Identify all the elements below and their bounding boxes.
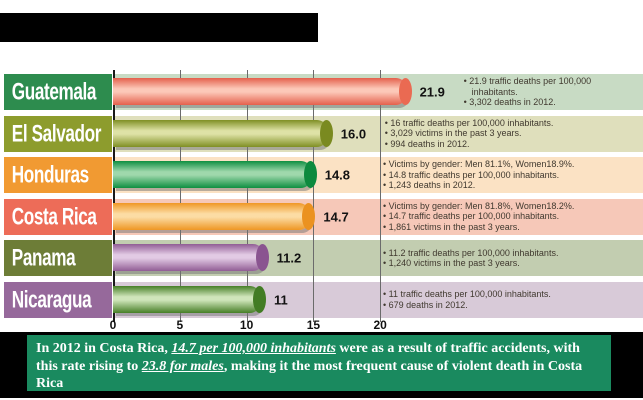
country-label-text: Nicaragua	[11, 285, 92, 313]
caption-highlight-males: 23.8 for males	[141, 358, 224, 374]
country-label: El Salvador	[4, 115, 112, 152]
note-item: 3,029 victims in the past 3 years.	[385, 128, 628, 139]
country-label-text: El Salvador	[11, 119, 102, 147]
bar	[113, 285, 266, 313]
country-label-text: Costa Rica	[11, 202, 97, 230]
bar	[113, 78, 412, 105]
bar-value: 21.9	[419, 84, 445, 100]
caption-box: In 2012 in Costa Rica, 14.7 per 100,000 …	[27, 335, 611, 391]
notes: 11 traffic deaths per 100,000 inhabitant…	[383, 282, 628, 318]
note-item: 14.8 traffic deaths per 100,000 inhabita…	[383, 170, 628, 181]
country-label-text: Guatemala	[11, 77, 97, 105]
note-item: 1,240 victims in the past 3 years.	[383, 258, 628, 269]
bar-value: 14.8	[324, 167, 351, 183]
bar	[113, 244, 269, 271]
note-item: 994 deaths in 2012.	[385, 139, 628, 150]
bar-value: 14.7	[323, 209, 349, 224]
bar-cap	[303, 161, 317, 188]
country-label: Honduras	[4, 157, 112, 193]
country-label: Nicaragua	[4, 281, 112, 318]
bar	[113, 202, 316, 230]
bar-cap	[255, 244, 269, 271]
note-item: 11 traffic deaths per 100,000 inhabitant…	[383, 289, 628, 300]
caption-highlight-rate: 14.7 per 100,000 inhabitants	[171, 341, 336, 356]
bar-value: 16.0	[340, 126, 367, 141]
note-item: Victims by gender: Men 81.8%, Women18.2%…	[383, 201, 628, 212]
redacted-title-bar	[0, 13, 318, 42]
x-axis-tick-label: 20	[373, 318, 387, 332]
note-item: 16 traffic deaths per 100,000 inhabitant…	[385, 118, 628, 129]
country-label: Guatemala	[4, 74, 112, 110]
country-label-text: Honduras	[11, 160, 89, 188]
bar-cap	[302, 202, 316, 230]
gridline	[246, 70, 248, 322]
note-item: 11.2 traffic deaths per 100,000 inhabita…	[383, 248, 628, 259]
note-item: 1,861 victims in the past 3 years.	[383, 222, 628, 233]
note-item: Victims by gender: Men 81.1%, Women18.9%…	[383, 159, 628, 170]
country-label-text: Panama	[11, 243, 76, 271]
x-axis-tick-label: 5	[176, 318, 184, 332]
gridline	[179, 70, 181, 322]
x-axis-tick-label: 15	[306, 318, 321, 332]
bar-cap	[252, 285, 266, 313]
bar	[113, 161, 317, 188]
x-axis-tick-label: 0	[109, 318, 117, 332]
chart-row: Guatemala 21.9 21.9 traffic deaths per 1…	[0, 74, 643, 110]
gridline	[313, 70, 315, 322]
chart-row: Panama 11.2 11.2 traffic deaths per 100,…	[0, 240, 643, 276]
country-label: Costa Rica	[4, 198, 112, 235]
note-item: 3,302 deaths in 2012.	[464, 97, 628, 108]
x-axis-tick-label: 10	[239, 318, 254, 332]
notes: 16 traffic deaths per 100,000 inhabitant…	[385, 116, 628, 152]
chart-row: El Salvador 16.0 16 traffic deaths per 1…	[0, 115, 643, 152]
gridline	[380, 70, 382, 322]
chart-row: Costa Rica 14.7 Victims by gender: Men 8…	[0, 198, 643, 235]
chart-row: Nicaragua 11 11 traffic deaths per 100,0…	[0, 281, 643, 318]
chart-row: Honduras 14.8 Victims by gender: Men 81.…	[0, 157, 643, 193]
notes: 21.9 traffic deaths per 100,000 inhabita…	[464, 74, 628, 110]
notes: Victims by gender: Men 81.1%, Women18.9%…	[383, 157, 628, 193]
gridline	[113, 70, 115, 322]
notes: 11.2 traffic deaths per 100,000 inhabita…	[383, 240, 628, 276]
note-item: 679 deaths in 2012.	[383, 300, 628, 311]
bar-cap	[398, 78, 412, 105]
bar	[113, 119, 333, 147]
notes: Victims by gender: Men 81.8%, Women18.2%…	[383, 199, 628, 235]
note-item: 1,243 deaths in 2012.	[383, 180, 628, 191]
caption-text: In 2012 in Costa Rica, 14.7 per 100,000 …	[36, 341, 583, 391]
note-item: 21.9 traffic deaths per 100,000 inhabita…	[464, 76, 628, 97]
bar-value: 11.2	[276, 250, 302, 266]
note-item: 14.7 traffic deaths per 100,000 inhabita…	[383, 211, 628, 222]
country-label: Panama	[4, 240, 112, 276]
bar-value: 11	[273, 292, 288, 307]
bar-cap	[319, 119, 333, 147]
